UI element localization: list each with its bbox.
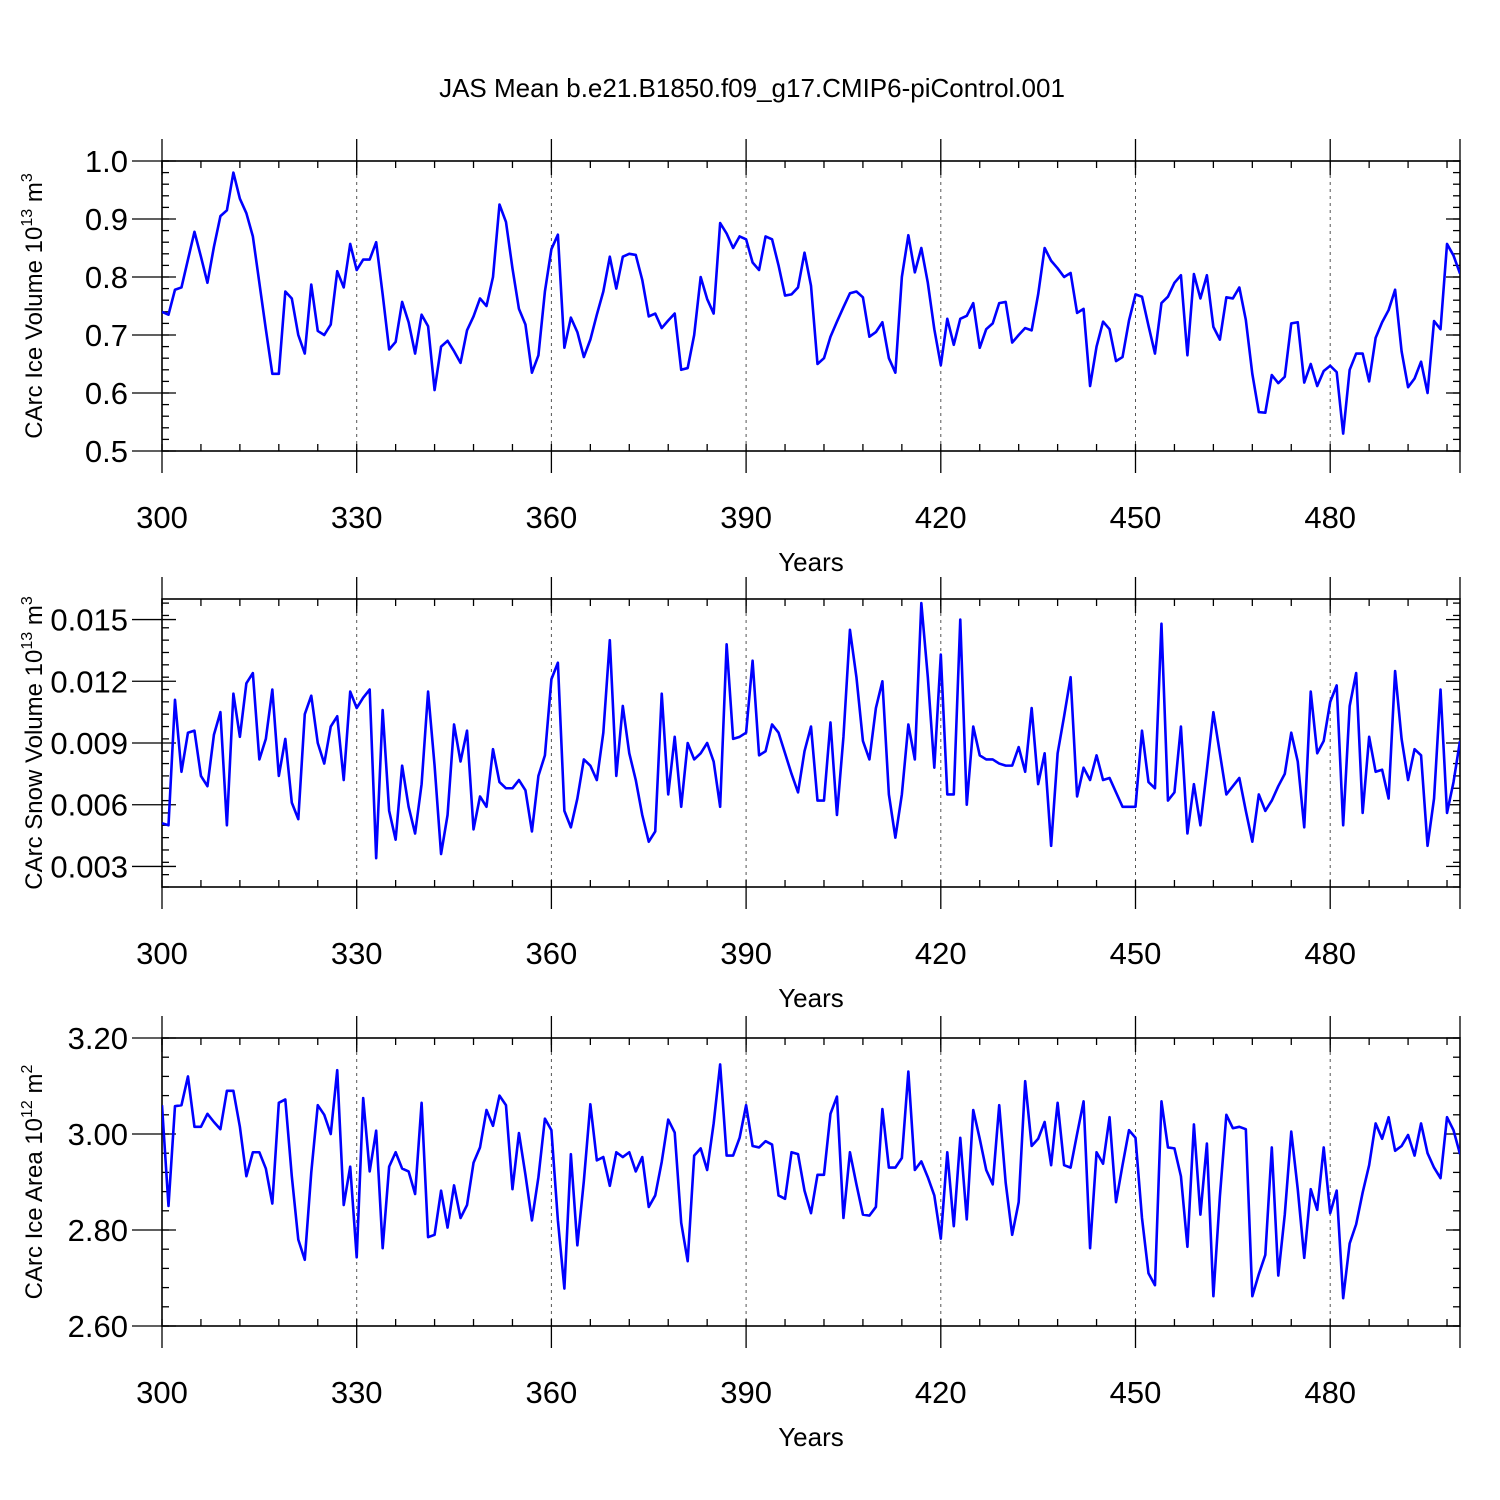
x-axis-label: Years xyxy=(778,983,844,1013)
x-tick-label: 480 xyxy=(1304,1375,1356,1410)
x-tick-label: 330 xyxy=(331,1375,383,1410)
series-line-ice-area xyxy=(162,1063,1460,1300)
panel-ice-volume: 0.5 0.6 0.7 0.8 0.9 1.0 300 330 360 390 420 450 480 Y… xyxy=(19,139,1461,577)
y-tick-label: 0.9 xyxy=(85,202,128,237)
y-tick-label: 0.7 xyxy=(85,318,128,353)
x-tick-label: 390 xyxy=(720,936,772,971)
x-tick-label: 450 xyxy=(1110,936,1162,971)
y-tick-label: 0.6 xyxy=(85,376,128,411)
x-tick-label: 300 xyxy=(136,500,188,535)
x-axis-label: Years xyxy=(778,1422,844,1452)
y-tick-label: 0.015 xyxy=(50,603,128,638)
x-axis-label: Years xyxy=(778,547,844,577)
x-tick-label: 360 xyxy=(526,936,578,971)
y-tick-label: 2.60 xyxy=(68,1309,128,1344)
y-tick-label: 3.20 xyxy=(68,1021,128,1056)
y-tick-label: 3.00 xyxy=(68,1117,128,1152)
x-tick-label: 360 xyxy=(526,1375,578,1410)
x-tick-label: 420 xyxy=(915,1375,967,1410)
y-tick-label: 0.5 xyxy=(85,434,128,469)
x-tick-label: 300 xyxy=(136,936,188,971)
x-tick-label: 330 xyxy=(331,500,383,535)
x-tick-label: 420 xyxy=(915,936,967,971)
x-tick-label: 480 xyxy=(1304,500,1356,535)
panel-ice-area: 2.60 2.80 3.00 3.20 300 330 360 390 420 450 480 Yea… xyxy=(19,1016,1461,1452)
chart-title: JAS Mean b.e21.B1850.f09_g17.CMIP6-piCon… xyxy=(439,73,1065,103)
x-tick-label: 420 xyxy=(915,500,967,535)
y-tick-label: 0.003 xyxy=(50,849,128,884)
x-tick-label: 480 xyxy=(1304,936,1356,971)
x-tick-label: 330 xyxy=(331,936,383,971)
x-tick-label: 390 xyxy=(720,500,772,535)
x-tick-label: 450 xyxy=(1110,500,1162,535)
series-line-snow-volume xyxy=(162,601,1460,860)
y-axis-label: CArc Snow Volume 1013 m3 xyxy=(19,596,48,890)
y-tick-label: 0.009 xyxy=(50,726,128,761)
y-tick-label: 2.80 xyxy=(68,1213,128,1248)
y-tick-label: 0.012 xyxy=(50,664,128,699)
x-tick-label: 360 xyxy=(526,500,578,535)
series-line-ice-volume xyxy=(162,171,1460,435)
x-tick-label: 390 xyxy=(720,1375,772,1410)
plot-frame xyxy=(161,160,1461,452)
y-tick-label: 1.0 xyxy=(85,144,128,179)
x-tick-label: 450 xyxy=(1110,1375,1162,1410)
x-tick-label: 300 xyxy=(136,1375,188,1410)
y-tick-label: 0.8 xyxy=(85,260,128,295)
y-axis-label: CArc Ice Area 1012 m2 xyxy=(19,1065,48,1300)
plot-frame xyxy=(161,1037,1461,1327)
y-axis-label: CArc Ice Volume 1013 m3 xyxy=(19,173,48,439)
y-tick-label: 0.006 xyxy=(50,788,128,823)
panel-snow-volume: 0.003 0.006 0.009 0.012 0.015 300 330 360 390 420… xyxy=(19,577,1461,1013)
